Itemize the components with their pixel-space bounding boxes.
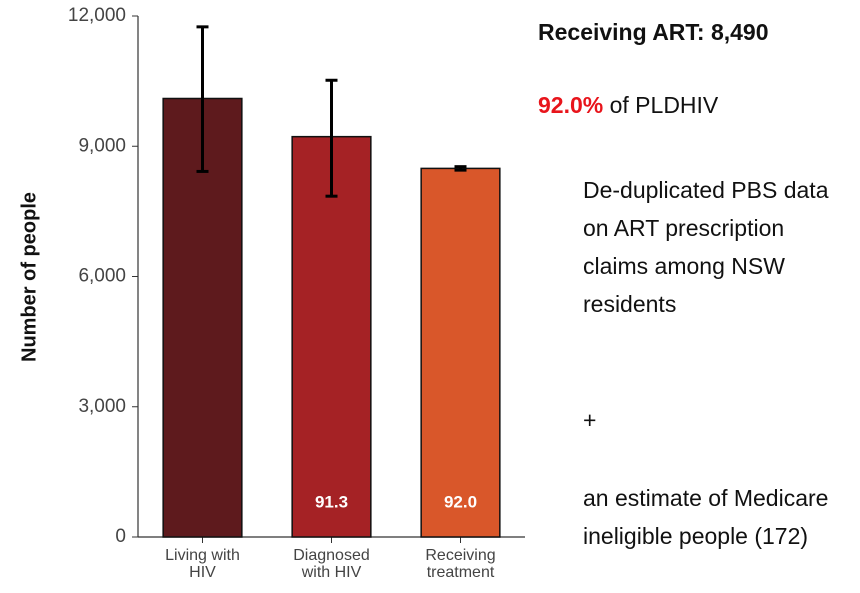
bar	[291, 135, 372, 538]
x-tick-label: Diagnosed	[293, 547, 370, 564]
y-tick-label: 9,000	[78, 135, 126, 156]
y-tick-label: 6,000	[78, 266, 126, 287]
side-paragraph: De-duplicated PBS data on ART prescripti…	[583, 177, 829, 317]
y-tick-label: 12,000	[68, 5, 126, 26]
x-tick-label: Receiving	[425, 547, 495, 564]
x-tick-label: treatment	[427, 564, 495, 581]
bar-label: 92.0	[444, 492, 477, 511]
bar-label: 91.3	[315, 492, 348, 511]
side-paragraph: an estimate of Medicare ineligible peopl…	[583, 485, 829, 549]
x-tick-label: with HIV	[301, 564, 362, 581]
highlight-rest: of PLDHIV	[609, 92, 719, 118]
side-highlight-line: 92.0% of PLDHIV	[538, 86, 718, 124]
y-tick-label: 3,000	[78, 396, 126, 417]
x-tick-label: HIV	[189, 564, 216, 581]
y-axis-label: Number of people	[18, 192, 40, 362]
bar	[420, 167, 501, 538]
y-tick-label: 0	[115, 526, 126, 547]
x-tick-label: Living with	[165, 547, 240, 564]
side-heading: Receiving ART: 8,490	[538, 19, 769, 45]
side-plus: +	[583, 407, 597, 433]
highlight: 92.0%	[538, 92, 604, 118]
chart: Number of people 0 3,000 6,000 9,000 12,000 L…	[18, 5, 525, 581]
